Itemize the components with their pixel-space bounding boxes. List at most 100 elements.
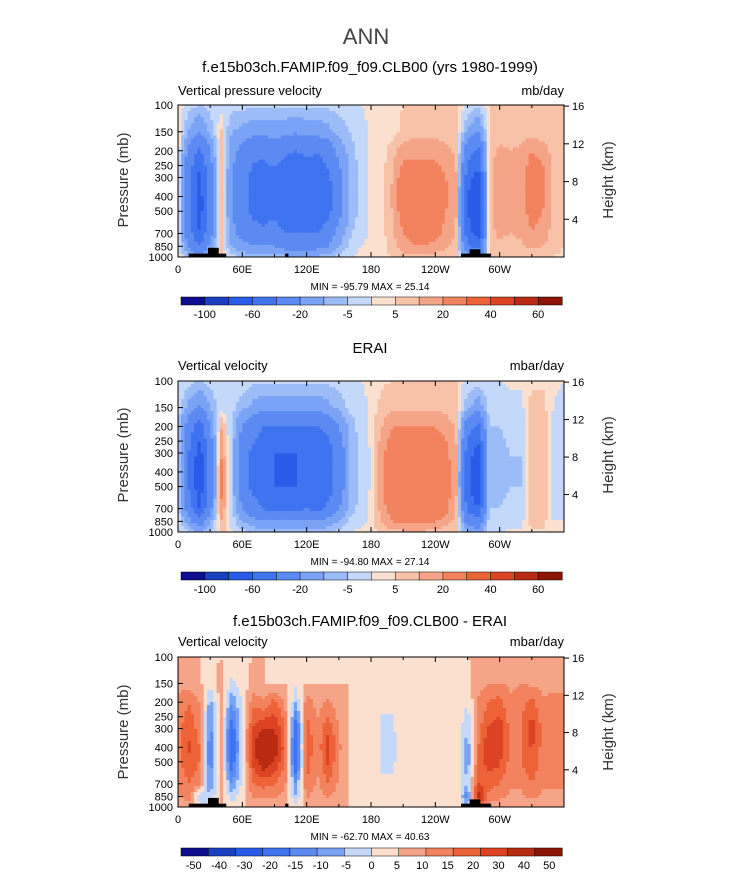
- contour-cell: [377, 181, 382, 185]
- contour-cell: [239, 211, 243, 215]
- contour-cell: [313, 229, 317, 234]
- contour-cell: [329, 181, 333, 185]
- contour-cell: [412, 223, 417, 227]
- contour-cell: [248, 171, 253, 176]
- contour-cell: [284, 162, 288, 167]
- contour-cell: [451, 162, 456, 167]
- contour-cell: [251, 105, 256, 109]
- contour-cell: [345, 114, 349, 118]
- contour-cell: [255, 229, 259, 234]
- contour-cell: [232, 156, 237, 161]
- contour-cell: [480, 184, 484, 188]
- contour-cell: [557, 217, 562, 221]
- contour-cell: [219, 159, 224, 164]
- contour-cell: [518, 214, 523, 218]
- contour-cell: [297, 211, 301, 215]
- contour-cell: [416, 138, 420, 142]
- contour-cell: [464, 156, 468, 161]
- contour-cell: [223, 184, 227, 188]
- contour-cell: [538, 114, 542, 118]
- contour-cell: [464, 199, 468, 203]
- contour-cell: [203, 165, 208, 170]
- contour-cell: [203, 126, 208, 130]
- contour-cell: [419, 129, 423, 133]
- contour-cell: [325, 190, 330, 194]
- contour-cell: [213, 223, 217, 227]
- contour-cell: [383, 193, 388, 197]
- contour-cell: [361, 144, 365, 148]
- contour-cell: [441, 150, 446, 155]
- contour-cell: [258, 120, 263, 124]
- contour-cell: [342, 129, 346, 133]
- contour-cell: [473, 147, 478, 151]
- contour-cell: [380, 105, 385, 109]
- contour-cell: [245, 147, 250, 151]
- contour-cell: [322, 108, 327, 112]
- contour-cell: [303, 141, 308, 145]
- contour-cell: [322, 129, 327, 133]
- contour-cell: [264, 177, 269, 182]
- contour-cell: [245, 208, 250, 212]
- contour-cell: [444, 196, 449, 200]
- contour-cell: [303, 174, 308, 179]
- contour-cell: [432, 205, 436, 209]
- contour-cell: [480, 111, 484, 115]
- contour-cell: [242, 162, 246, 167]
- contour-cell: [187, 217, 192, 221]
- contour-cell: [316, 193, 320, 197]
- contour-cell: [477, 177, 481, 182]
- contour-cell: [338, 117, 343, 121]
- contour-cell: [361, 141, 365, 145]
- contour-cell: [187, 165, 192, 170]
- contour-cell: [274, 226, 279, 231]
- contour-cell: [261, 199, 266, 203]
- contour-cell: [538, 202, 542, 206]
- contour-cell: [284, 111, 288, 115]
- contour-cell: [518, 129, 523, 133]
- contour-cell: [502, 144, 507, 148]
- contour-cell: [560, 211, 565, 215]
- contour-cell: [377, 123, 382, 127]
- contour-cell: [461, 202, 465, 206]
- contour-cell: [441, 159, 446, 164]
- contour-cell: [280, 129, 285, 133]
- contour-cell: [364, 196, 369, 200]
- contour-cell: [219, 184, 224, 188]
- contour-cell: [438, 159, 443, 164]
- contour-cell: [258, 147, 263, 151]
- contour-cell: [457, 223, 462, 227]
- contour-cell: [428, 141, 433, 145]
- contour-cell: [322, 150, 327, 155]
- contour-cell: [531, 177, 536, 182]
- contour-cell: [538, 159, 542, 164]
- contour-cell: [235, 165, 240, 170]
- contour-cell: [184, 199, 189, 203]
- contour-cell: [515, 162, 520, 167]
- contour-cell: [518, 208, 523, 212]
- contour-cell: [422, 202, 427, 206]
- contour-cell: [338, 220, 343, 224]
- contour-cell: [290, 214, 295, 218]
- contour-cell: [473, 187, 478, 191]
- contour-cell: [329, 132, 333, 136]
- contour-cell: [178, 126, 182, 130]
- contour-cell: [197, 181, 201, 185]
- contour-cell: [457, 126, 462, 130]
- contour-cell: [438, 111, 443, 115]
- contour-cell: [383, 141, 388, 145]
- contour-cell: [528, 190, 533, 194]
- contour-cell: [181, 174, 185, 179]
- contour-cell: [496, 202, 501, 206]
- contour-cell: [387, 177, 391, 182]
- contour-cell: [309, 196, 314, 200]
- contour-cell: [367, 199, 372, 203]
- contour-cell: [251, 165, 256, 170]
- contour-cell: [557, 108, 562, 112]
- contour-cell: [544, 153, 549, 158]
- contour-cell: [387, 129, 391, 133]
- contour-cell: [303, 217, 308, 221]
- contour-cell: [557, 117, 562, 121]
- contour-cell: [509, 132, 513, 136]
- contour-cell: [473, 184, 478, 188]
- contour-cell: [448, 190, 452, 194]
